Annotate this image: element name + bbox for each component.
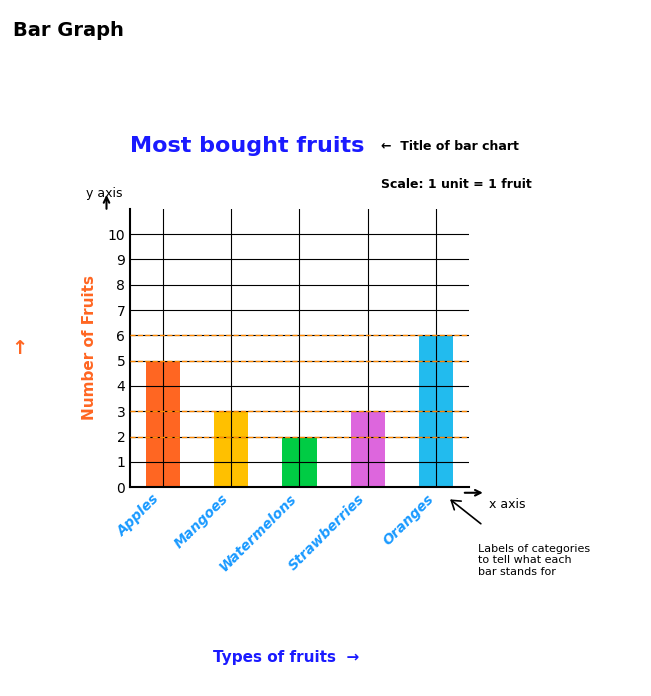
Text: ←  Title of bar chart: ← Title of bar chart	[381, 140, 519, 152]
Text: Types of fruits  →: Types of fruits →	[214, 650, 359, 665]
Bar	[146, 361, 180, 487]
Bar	[351, 411, 385, 487]
Text: Bar Graph: Bar Graph	[13, 21, 124, 40]
Bar	[214, 411, 248, 487]
Text: Labels of categories
to tell what each
bar stands for: Labels of categories to tell what each b…	[478, 544, 590, 577]
Text: Most bought fruits: Most bought fruits	[130, 136, 365, 156]
Bar	[283, 436, 316, 487]
Text: ↑: ↑	[11, 338, 28, 358]
Text: x axis: x axis	[489, 498, 525, 512]
Text: y axis: y axis	[86, 187, 122, 200]
Text: Scale: 1 unit = 1 fruit: Scale: 1 unit = 1 fruit	[381, 178, 532, 191]
Y-axis label: Number of Fruits: Number of Fruits	[81, 276, 96, 420]
Bar	[419, 335, 453, 487]
